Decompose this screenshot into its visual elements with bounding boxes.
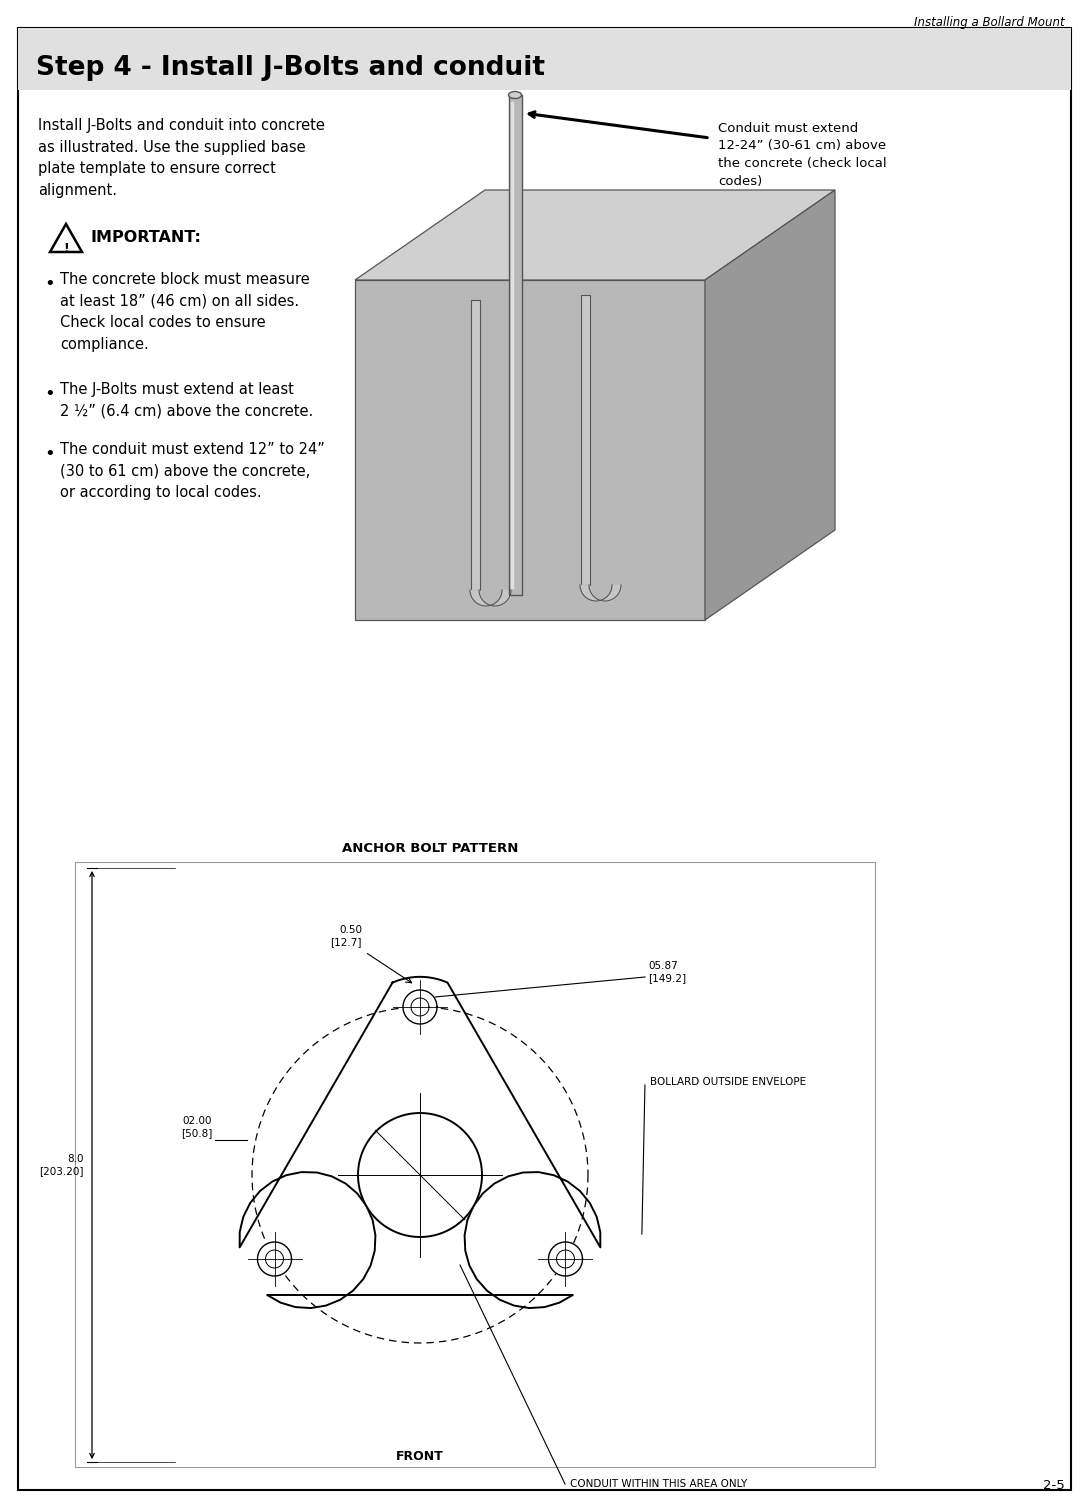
Text: 2-5: 2-5 [1043, 1479, 1065, 1491]
Text: Conduit must extend
12-24” (30-61 cm) above
the concrete (check local
codes): Conduit must extend 12-24” (30-61 cm) ab… [718, 122, 886, 187]
Text: 02.00
[50.8]: 02.00 [50.8] [181, 1116, 212, 1139]
Text: FRONT: FRONT [396, 1449, 444, 1463]
Text: •: • [44, 385, 54, 403]
Polygon shape [403, 989, 437, 1024]
Polygon shape [358, 1113, 482, 1237]
Polygon shape [549, 1243, 583, 1276]
Bar [509, 95, 522, 596]
Bar [582, 296, 590, 585]
Text: The concrete block must measure
at least 18” (46 cm) on all sides.
Check local c: The concrete block must measure at least… [60, 271, 309, 351]
Text: !: ! [63, 241, 69, 255]
Text: IMPORTANT:: IMPORTANT: [90, 231, 200, 246]
Bar [19, 29, 1070, 90]
Text: Installing a Bollard Mount: Installing a Bollard Mount [915, 17, 1065, 29]
Text: 05.87
[149.2]: 05.87 [149.2] [648, 961, 686, 983]
Polygon shape [355, 280, 705, 620]
Text: BOLLARD OUTSIDE ENVELOPE: BOLLARD OUTSIDE ENVELOPE [650, 1077, 806, 1087]
Text: 8.0
[203.20]: 8.0 [203.20] [39, 1154, 84, 1176]
Polygon shape [240, 977, 600, 1307]
Text: J-Bolts must
extend at least
2 ½” (6.4 cm)
above the
concrete: J-Bolts must extend at least 2 ½” (6.4 c… [720, 282, 820, 365]
Text: ANCHOR BOLT PATTERN: ANCHOR BOLT PATTERN [342, 841, 518, 855]
Text: The J-Bolts must extend at least
2 ½” (6.4 cm) above the concrete.: The J-Bolts must extend at least 2 ½” (6… [60, 382, 314, 419]
Ellipse shape [509, 92, 522, 98]
Bar [472, 300, 480, 590]
Text: The conduit must extend 12” to 24”
(30 to 61 cm) above the concrete,
or accordin: The conduit must extend 12” to 24” (30 t… [60, 442, 325, 501]
Text: Install J-Bolts and conduit into concrete
as illustrated. Use the supplied base
: Install J-Bolts and conduit into concret… [38, 118, 325, 198]
Bar [75, 863, 874, 1467]
Text: CONDUIT WITHIN THIS AREA ONLY: CONDUIT WITHIN THIS AREA ONLY [570, 1479, 747, 1488]
Text: 0.50
[12.7]: 0.50 [12.7] [330, 926, 362, 947]
Text: Step 4 - Install J-Bolts and conduit: Step 4 - Install J-Bolts and conduit [36, 54, 544, 81]
Polygon shape [355, 190, 835, 280]
Polygon shape [257, 1243, 292, 1276]
Text: •: • [44, 274, 54, 293]
Polygon shape [705, 190, 835, 620]
Text: •: • [44, 445, 54, 463]
